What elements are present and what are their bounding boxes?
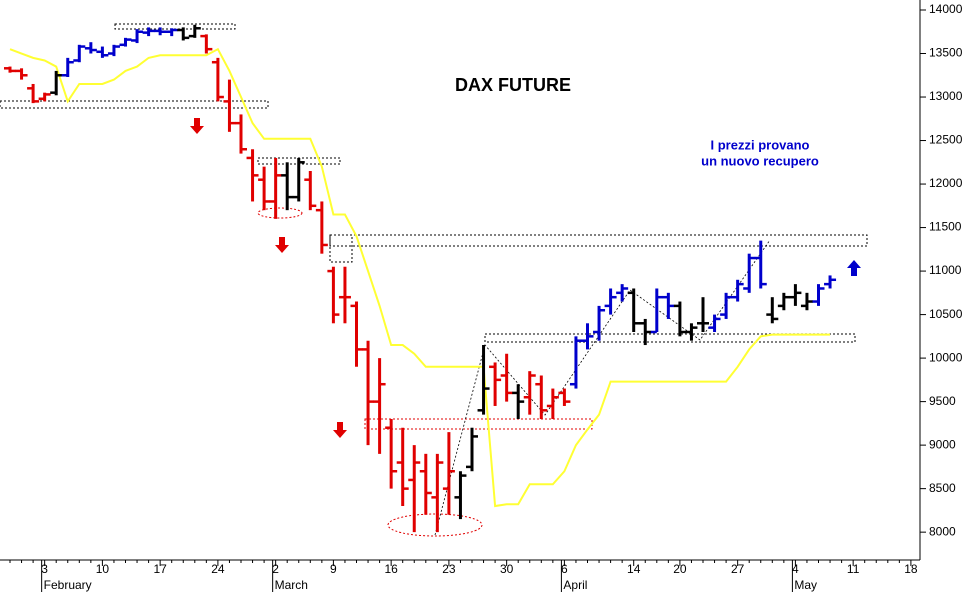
x-tick-label: 6 <box>561 562 568 576</box>
y-tick-label: 12000 <box>929 176 963 190</box>
x-tick-label: 14 <box>627 562 641 576</box>
x-tick-label: 23 <box>442 562 456 576</box>
y-tick-label: 10000 <box>929 350 963 364</box>
month-label: February <box>44 578 92 592</box>
y-tick-label: 9000 <box>929 437 956 451</box>
chart-title: DAX FUTURE <box>455 75 571 95</box>
down-arrow <box>275 237 289 253</box>
y-tick-label: 12500 <box>929 133 963 147</box>
x-tick-label: 27 <box>731 562 745 576</box>
x-tick-label: 3 <box>41 562 48 576</box>
month-label: April <box>563 578 587 592</box>
support-box <box>0 100 269 109</box>
x-tick-label: 30 <box>500 562 514 576</box>
x-tick-label: 9 <box>330 562 337 576</box>
x-tick-label: 2 <box>272 562 279 576</box>
y-tick-label: 13000 <box>929 89 963 103</box>
y-tick-label: 11500 <box>929 220 962 234</box>
up-arrow <box>847 260 861 276</box>
x-tick-label: 10 <box>96 562 110 576</box>
support-box <box>484 333 856 343</box>
y-tick-label: 8000 <box>929 524 956 538</box>
month-label: May <box>794 578 817 592</box>
stop-line <box>9 47 831 508</box>
y-tick-label: 11000 <box>929 263 962 277</box>
low-ellipse <box>257 207 303 219</box>
y-tick-label: 9500 <box>929 394 956 408</box>
resistance-box <box>329 234 868 247</box>
x-tick-label: 11 <box>847 562 860 576</box>
down-arrow <box>190 118 204 134</box>
y-tick-label: 10500 <box>929 307 963 321</box>
low-ellipse <box>387 513 483 537</box>
x-tick-label: 4 <box>792 562 799 576</box>
annotation: I prezzi provano <box>711 137 810 152</box>
month-label: March <box>275 578 308 592</box>
x-tick-label: 20 <box>673 562 687 576</box>
y-tick-label: 14000 <box>929 2 963 16</box>
x-tick-label: 16 <box>384 562 398 576</box>
x-tick-label: 17 <box>153 562 167 576</box>
x-tick-label: 18 <box>904 562 918 576</box>
gap-box <box>329 234 353 263</box>
y-tick-label: 13500 <box>929 46 963 60</box>
y-tick-label: 8500 <box>929 481 956 495</box>
down-arrow <box>333 422 347 438</box>
x-tick-label: 24 <box>211 562 225 576</box>
trend-lines <box>434 239 771 536</box>
annotation: un nuovo recupero <box>701 153 819 168</box>
